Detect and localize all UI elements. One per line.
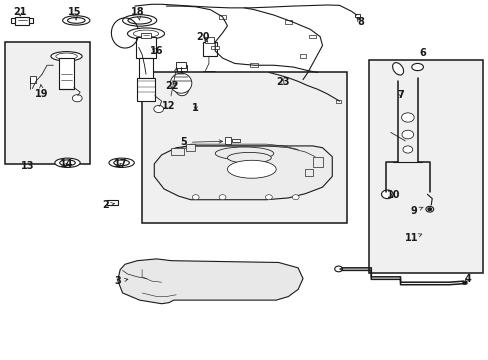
Text: 20: 20 bbox=[196, 32, 209, 42]
Text: 9: 9 bbox=[410, 206, 422, 216]
Polygon shape bbox=[170, 73, 191, 93]
Circle shape bbox=[427, 208, 431, 211]
Bar bbox=[176, 62, 185, 68]
Ellipse shape bbox=[411, 63, 423, 71]
Bar bbox=[305, 169, 312, 176]
Bar bbox=[211, 45, 219, 49]
Bar bbox=[285, 21, 291, 24]
Circle shape bbox=[265, 195, 272, 200]
Text: 16: 16 bbox=[150, 46, 163, 56]
Text: 4: 4 bbox=[464, 274, 470, 284]
Text: 14: 14 bbox=[60, 159, 73, 169]
Ellipse shape bbox=[56, 53, 77, 59]
Circle shape bbox=[154, 105, 163, 113]
Bar bbox=[368, 60, 483, 273]
Text: 11: 11 bbox=[404, 233, 421, 243]
Text: 17: 17 bbox=[114, 159, 127, 169]
Bar bbox=[107, 201, 118, 205]
Bar bbox=[205, 37, 214, 42]
Ellipse shape bbox=[127, 28, 164, 40]
Bar bbox=[203, 42, 216, 56]
Text: 1: 1 bbox=[192, 103, 199, 113]
Text: 2: 2 bbox=[102, 200, 114, 210]
Ellipse shape bbox=[392, 63, 403, 75]
Ellipse shape bbox=[215, 147, 273, 160]
Bar bbox=[59, 58, 74, 89]
Bar bbox=[177, 65, 186, 71]
Ellipse shape bbox=[227, 152, 271, 163]
Bar bbox=[139, 58, 153, 78]
Bar bbox=[137, 78, 155, 101]
Text: 19: 19 bbox=[35, 85, 49, 99]
Bar bbox=[299, 54, 306, 58]
Text: 15: 15 bbox=[68, 7, 81, 20]
Bar bbox=[185, 144, 194, 150]
Text: 23: 23 bbox=[275, 77, 289, 87]
Bar bbox=[4, 42, 90, 164]
Text: 13: 13 bbox=[20, 161, 34, 171]
Ellipse shape bbox=[109, 158, 134, 167]
Text: 3: 3 bbox=[114, 276, 128, 286]
Text: 21: 21 bbox=[14, 7, 27, 17]
Circle shape bbox=[401, 130, 413, 139]
Ellipse shape bbox=[227, 160, 276, 178]
Bar bbox=[224, 137, 230, 144]
Circle shape bbox=[402, 146, 412, 153]
Polygon shape bbox=[175, 81, 188, 96]
Circle shape bbox=[192, 195, 199, 200]
Circle shape bbox=[462, 281, 467, 285]
Bar bbox=[309, 35, 316, 38]
Bar bbox=[15, 17, 29, 25]
Ellipse shape bbox=[133, 30, 158, 37]
Text: 8: 8 bbox=[356, 17, 363, 27]
Polygon shape bbox=[118, 259, 303, 304]
Ellipse shape bbox=[114, 160, 129, 166]
Text: 6: 6 bbox=[418, 48, 425, 58]
Text: 5: 5 bbox=[180, 138, 222, 147]
Ellipse shape bbox=[67, 18, 85, 23]
Circle shape bbox=[334, 266, 342, 272]
Ellipse shape bbox=[122, 15, 157, 26]
Bar bbox=[218, 15, 226, 19]
Bar bbox=[250, 63, 258, 67]
Text: 7: 7 bbox=[396, 90, 403, 100]
Ellipse shape bbox=[60, 160, 75, 166]
Polygon shape bbox=[154, 146, 331, 200]
Circle shape bbox=[425, 206, 433, 212]
Circle shape bbox=[72, 95, 82, 102]
Text: 10: 10 bbox=[386, 190, 399, 200]
Bar bbox=[312, 157, 322, 167]
Circle shape bbox=[292, 195, 299, 200]
Bar bbox=[142, 72, 346, 223]
Text: 12: 12 bbox=[162, 68, 177, 112]
Bar bbox=[29, 18, 33, 23]
Bar bbox=[136, 37, 156, 58]
Bar bbox=[141, 33, 151, 39]
Bar bbox=[335, 100, 340, 103]
Bar bbox=[231, 139, 239, 142]
Text: 22: 22 bbox=[165, 81, 179, 91]
Ellipse shape bbox=[55, 158, 80, 167]
Circle shape bbox=[219, 195, 225, 200]
Ellipse shape bbox=[51, 51, 82, 61]
Circle shape bbox=[401, 113, 413, 122]
Bar bbox=[354, 14, 359, 17]
Bar bbox=[171, 148, 183, 155]
Bar bbox=[30, 76, 36, 83]
Ellipse shape bbox=[128, 17, 151, 24]
Bar bbox=[11, 18, 15, 23]
Ellipse shape bbox=[62, 16, 90, 25]
Text: 18: 18 bbox=[131, 7, 145, 20]
Circle shape bbox=[381, 190, 392, 199]
